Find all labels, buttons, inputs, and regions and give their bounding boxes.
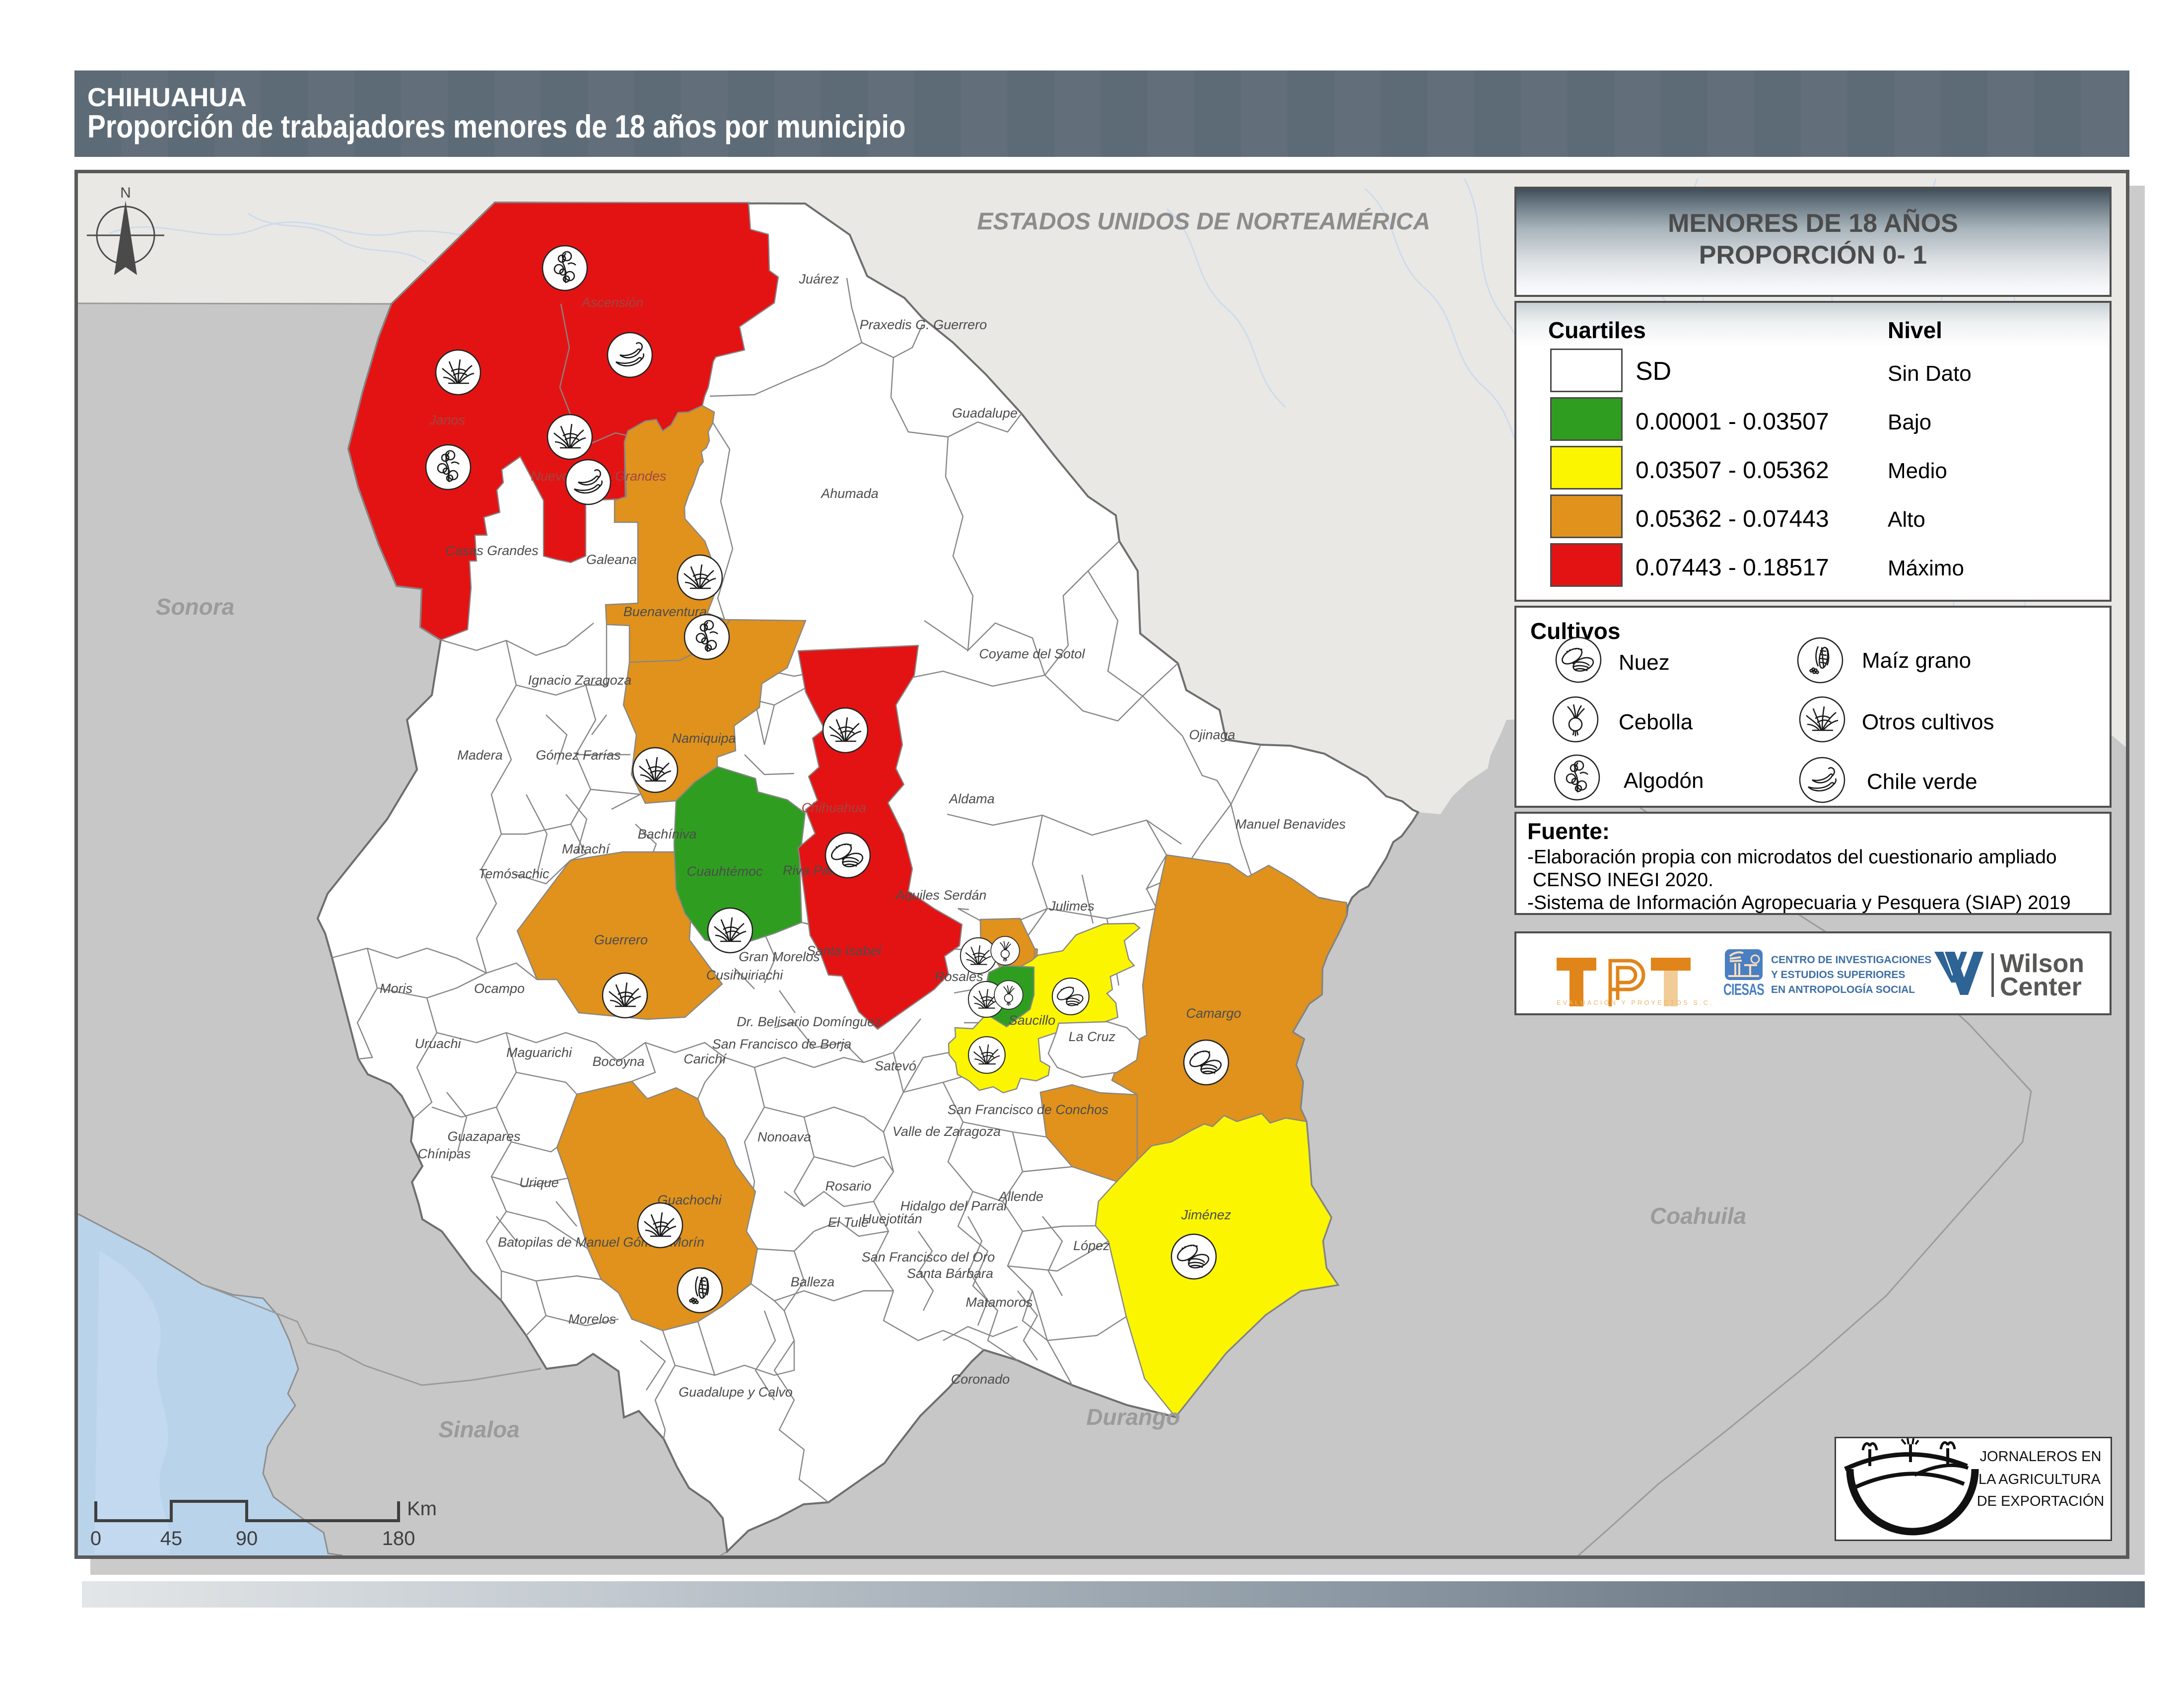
svg-text:Coahuila: Coahuila: [1650, 1203, 1746, 1229]
svg-text:Bachíniva: Bachíniva: [638, 827, 697, 842]
svg-text:Coronado: Coronado: [951, 1372, 1010, 1387]
svg-text:Cusihuiriachi: Cusihuiriachi: [706, 968, 784, 983]
svg-text:Guadalupe: Guadalupe: [952, 406, 1018, 421]
svg-text:Saucillo: Saucillo: [1009, 1013, 1056, 1028]
svg-text:CIESAS: CIESAS: [1723, 981, 1764, 998]
svg-text:Hidalgo del Parral: Hidalgo del Parral: [900, 1198, 1008, 1213]
svg-text:90: 90: [236, 1528, 258, 1549]
svg-text:Matachí: Matachí: [562, 842, 611, 856]
svg-text:Buenaventura: Buenaventura: [623, 604, 707, 619]
svg-text:Dr. Belisario Domínguez: Dr. Belisario Domínguez: [737, 1014, 882, 1029]
svg-text:Y ESTUDIOS SUPERIORES: Y ESTUDIOS SUPERIORES: [1771, 969, 1905, 981]
svg-text:ESTADOS UNIDOS DE NORTEAMÉRICA: ESTADOS UNIDOS DE NORTEAMÉRICA: [977, 208, 1431, 235]
svg-text:Maguarichi: Maguarichi: [506, 1045, 572, 1060]
svg-text:López: López: [1073, 1238, 1110, 1253]
svg-text:Rosario: Rosario: [825, 1179, 871, 1194]
svg-text:Santa Isabel: Santa Isabel: [807, 943, 882, 958]
svg-text:Valle de Zaragoza: Valle de Zaragoza: [892, 1124, 1001, 1139]
svg-text:Aldama: Aldama: [948, 791, 995, 806]
svg-text:El Tule: El Tule: [828, 1215, 869, 1230]
svg-text:Aquiles Serdán: Aquiles Serdán: [894, 888, 986, 903]
svg-text:Chihuahua: Chihuahua: [802, 800, 867, 815]
svg-text:Sinaloa: Sinaloa: [438, 1416, 520, 1442]
svg-text:LA AGRICULTURA: LA AGRICULTURA: [1979, 1472, 2101, 1487]
svg-text:San Francisco de Conchos: San Francisco de Conchos: [948, 1102, 1108, 1117]
svg-text:Ocampo: Ocampo: [474, 981, 525, 996]
svg-text:Ascensión: Ascensión: [581, 295, 644, 310]
svg-text:Durango: Durango: [1086, 1404, 1180, 1430]
svg-text:Julimes: Julimes: [1048, 899, 1094, 914]
svg-text:Nonoava: Nonoava: [757, 1129, 811, 1144]
svg-text:Moris: Moris: [380, 981, 412, 996]
svg-text:Namiquipa: Namiquipa: [672, 731, 736, 746]
svg-text:Manuel Benavides: Manuel Benavides: [1235, 817, 1346, 832]
svg-text:Praxedis G. Guerrero: Praxedis G. Guerrero: [860, 317, 987, 332]
svg-text:Coyame del Sotol: Coyame del Sotol: [979, 646, 1085, 661]
svg-text:0: 0: [90, 1528, 101, 1549]
svg-text:Cuauhtémoc: Cuauhtémoc: [686, 864, 763, 879]
svg-text:Temósachic: Temósachic: [478, 866, 549, 881]
svg-text:Janos: Janos: [429, 413, 465, 427]
svg-text:Ojinaga: Ojinaga: [1189, 727, 1235, 742]
svg-text:CENTRO DE INVESTIGACIONES: CENTRO DE INVESTIGACIONES: [1771, 954, 1931, 966]
svg-text:Juárez: Juárez: [798, 272, 839, 286]
svg-text:Wilson: Wilson: [2000, 949, 2084, 978]
svg-text:Guazapares: Guazapares: [447, 1129, 520, 1144]
svg-text:San Francisco de Borja: San Francisco de Borja: [712, 1037, 852, 1052]
svg-text:Guerrero: Guerrero: [594, 932, 648, 947]
svg-text:Satevó: Satevó: [875, 1058, 916, 1073]
svg-text:N: N: [120, 185, 131, 201]
svg-text:Urique: Urique: [519, 1175, 559, 1190]
svg-text:Casas Grandes: Casas Grandes: [445, 543, 539, 558]
svg-text:Carichí: Carichí: [683, 1052, 727, 1066]
svg-text:JORNALEROS EN: JORNALEROS EN: [1980, 1449, 2102, 1465]
svg-text:EN ANTROPOLOGÍA SOCIAL: EN ANTROPOLOGÍA SOCIAL: [1771, 984, 1915, 995]
svg-text:Sonora: Sonora: [156, 594, 234, 620]
svg-text:Galeana: Galeana: [586, 552, 637, 567]
svg-text:Camargo: Camargo: [1186, 1006, 1241, 1021]
svg-text:La Cruz: La Cruz: [1069, 1029, 1116, 1044]
svg-text:Huejotitán: Huejotitán: [862, 1211, 922, 1226]
svg-text:Ignacio Zaragoza: Ignacio Zaragoza: [528, 673, 632, 688]
svg-text:Guadalupe y Calvo: Guadalupe y Calvo: [679, 1385, 793, 1400]
svg-text:EVALUACIÓN Y PROYECTOS S.C.: EVALUACIÓN Y PROYECTOS S.C.: [1557, 999, 1714, 1006]
svg-text:Balleza: Balleza: [791, 1274, 835, 1289]
svg-text:Uruachi: Uruachi: [414, 1036, 461, 1051]
svg-text:DE EXPORTACIÓN: DE EXPORTACIÓN: [1977, 1493, 2105, 1509]
svg-text:Morelos: Morelos: [568, 1312, 616, 1327]
svg-text:Gómez Farías: Gómez Farías: [536, 748, 620, 763]
svg-text:Ahumada: Ahumada: [820, 486, 879, 501]
svg-text:Center: Center: [2000, 973, 2082, 1001]
svg-text:180: 180: [382, 1528, 415, 1549]
svg-text:Chínipas: Chínipas: [418, 1146, 471, 1161]
svg-text:Jiménez: Jiménez: [1181, 1207, 1231, 1222]
svg-text:Bocoyna: Bocoyna: [592, 1054, 644, 1069]
svg-text:Gran Morelos: Gran Morelos: [739, 949, 820, 964]
svg-text:45: 45: [160, 1528, 183, 1549]
svg-text:Km: Km: [407, 1498, 437, 1520]
svg-text:Santa Bárbara: Santa Bárbara: [907, 1266, 993, 1281]
svg-text:Allende: Allende: [998, 1189, 1043, 1204]
svg-text:Madera: Madera: [457, 748, 503, 763]
svg-text:San Francisco del Oro: San Francisco del Oro: [862, 1250, 995, 1265]
svg-text:Matamoros: Matamoros: [965, 1295, 1032, 1310]
